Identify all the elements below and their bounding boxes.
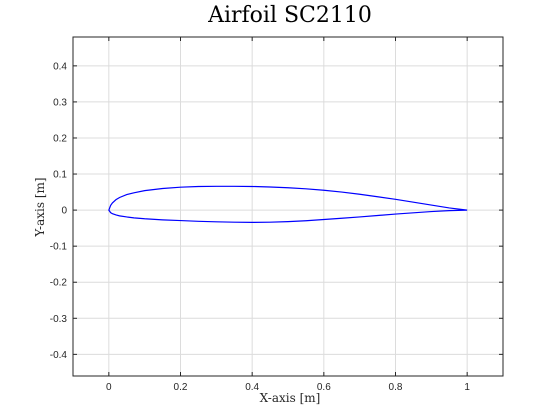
tick-layer: 0 0.2 0.4 0.6 0.8 1 -0.4 -0.3 -0.2 -0.1 0 0.1 0.2 0.3… xyxy=(50,37,503,393)
x-tick-label: 0.4 xyxy=(245,382,259,393)
y-tick-label: 0.1 xyxy=(53,170,67,181)
y-tick-label: 0 xyxy=(61,206,67,217)
x-tick-label: 0 xyxy=(106,382,112,393)
y-tick-label: -0.1 xyxy=(50,242,68,253)
chart-title: Airfoil SC2110 xyxy=(207,3,372,28)
x-tick-label: 0.8 xyxy=(389,382,403,393)
y-tick-label: -0.2 xyxy=(50,278,68,289)
y-axis-label: Y-axis [m] xyxy=(33,177,47,237)
x-axis-label: X-axis [m] xyxy=(260,391,321,405)
plot-frame xyxy=(72,36,504,377)
airfoil-profile-line xyxy=(108,185,468,223)
y-tick-label: 0.3 xyxy=(53,97,67,108)
grid-layer xyxy=(73,37,503,376)
y-tick-label: 0.2 xyxy=(53,133,67,144)
y-tick-label: -0.4 xyxy=(50,350,68,361)
y-tick-label: -0.3 xyxy=(50,314,68,325)
series-layer xyxy=(108,185,468,223)
x-tick-label: 0.2 xyxy=(174,382,188,393)
y-tick-label: 0.4 xyxy=(53,61,67,72)
x-tick-label: 1 xyxy=(464,382,470,393)
x-tick-label: 0.6 xyxy=(317,382,331,393)
